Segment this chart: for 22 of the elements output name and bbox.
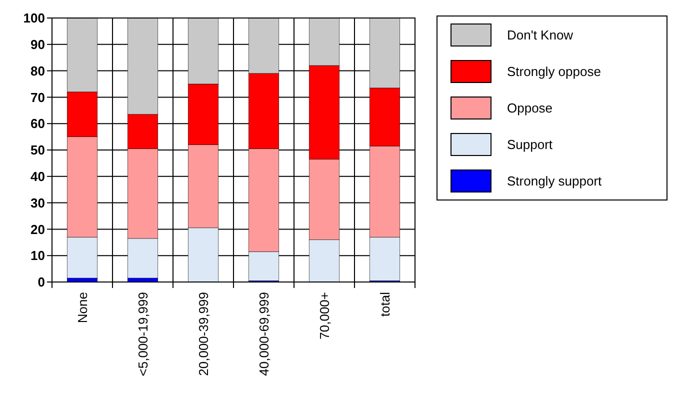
legend-label: Strongly oppose bbox=[507, 64, 601, 80]
x-tick-label: None bbox=[74, 292, 90, 324]
legend-label: Don't Know bbox=[507, 28, 574, 43]
x-tick-label: 70,000+ bbox=[316, 292, 332, 340]
y-tick-label: 0 bbox=[38, 274, 45, 290]
y-tick-label: 50 bbox=[30, 142, 45, 158]
y-tick-label: 80 bbox=[30, 63, 45, 78]
y-tick-label: 40 bbox=[30, 168, 45, 184]
x-tick-label: 20,000-39,999 bbox=[196, 292, 211, 376]
legend-label: Support bbox=[507, 137, 553, 152]
y-tick-label: 20 bbox=[30, 222, 45, 237]
x-tick-label: <5,000-19,999 bbox=[135, 292, 150, 376]
legend-label: Oppose bbox=[507, 100, 553, 116]
x-tick-label: 40,000-69,999 bbox=[256, 292, 272, 376]
x-tick-label: total bbox=[377, 292, 392, 317]
y-tick-label: 10 bbox=[30, 248, 45, 264]
y-tick-label: 60 bbox=[30, 116, 45, 132]
legend-label: Strongly support bbox=[507, 174, 602, 189]
y-tick-label: 70 bbox=[30, 90, 45, 105]
y-tick-label: 30 bbox=[30, 195, 45, 210]
y-tick-label: 100 bbox=[23, 10, 45, 26]
y-tick-label: 90 bbox=[30, 36, 45, 52]
